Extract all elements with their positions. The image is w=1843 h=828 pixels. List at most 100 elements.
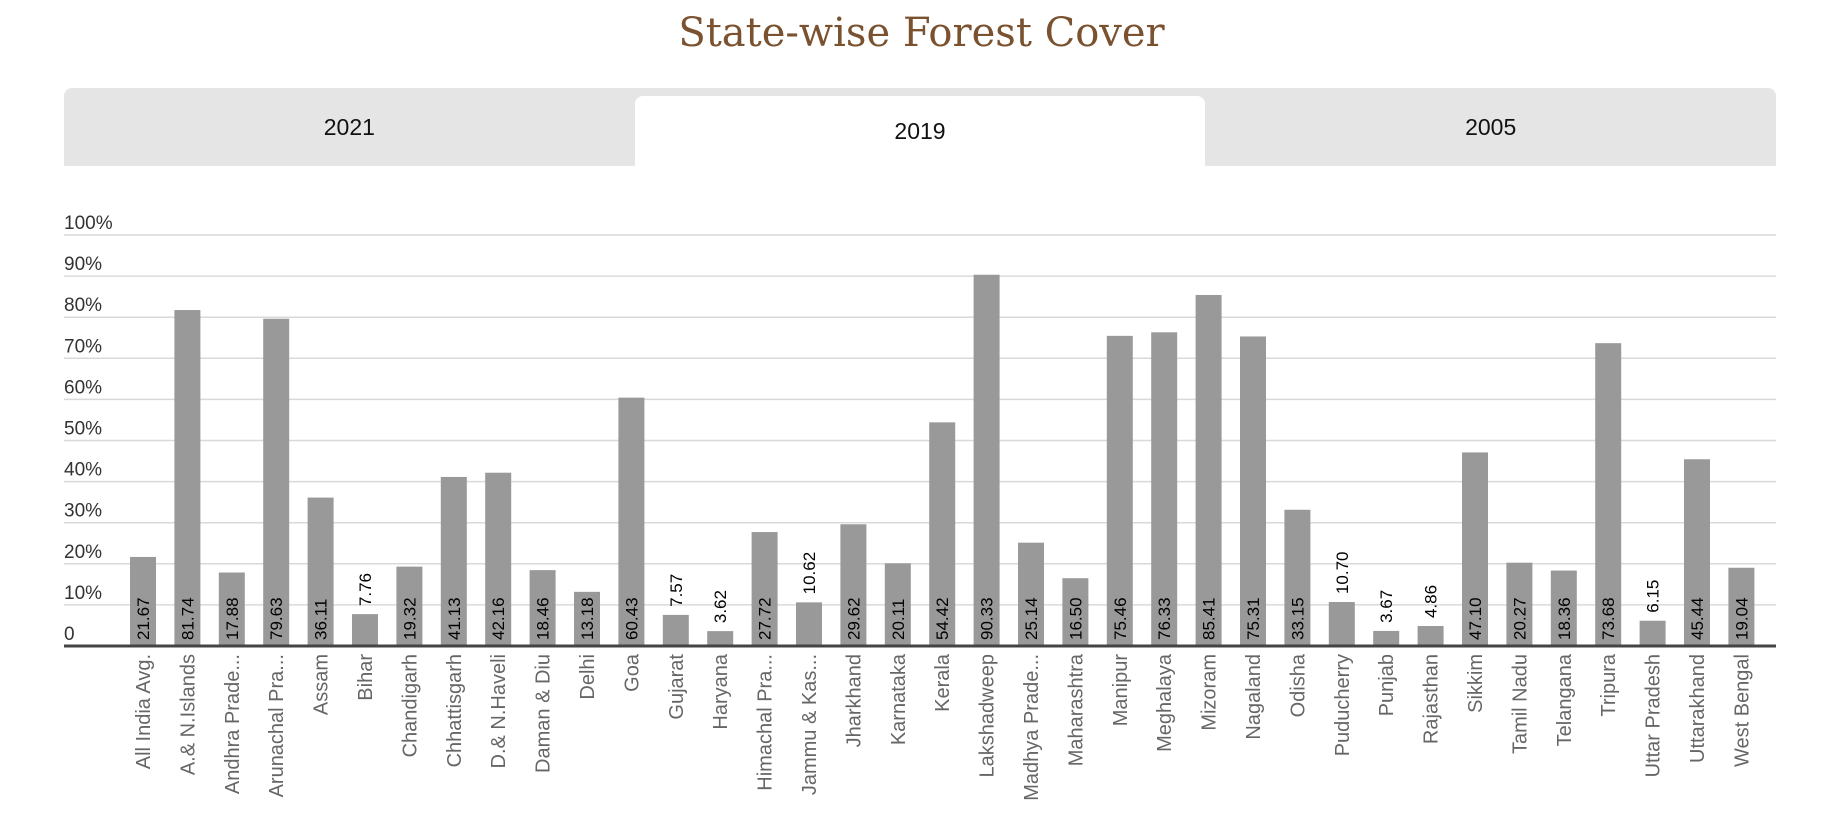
tab-2005[interactable]: 2005 [1465, 113, 1517, 140]
tab-2021[interactable]: 2021 [323, 113, 375, 140]
x-tick-label: Andhra Prade... [222, 654, 244, 794]
bar [263, 318, 290, 646]
y-tick-label: 90% [64, 254, 102, 275]
data-label: 10.70 [1333, 551, 1352, 594]
x-tick-label: Jharkhand [843, 654, 865, 747]
y-tick-label: 40% [64, 460, 102, 481]
x-tick-label: Maharashtra [1065, 653, 1087, 766]
bar [1373, 630, 1400, 646]
bar [1462, 452, 1488, 646]
bar [485, 472, 512, 646]
x-tick-label: Sikkim [1465, 654, 1487, 713]
data-label: 25.14 [1022, 597, 1041, 640]
data-label: 42.16 [489, 597, 508, 640]
data-label: 54.42 [933, 597, 952, 640]
bar [130, 556, 156, 646]
bar [574, 591, 600, 646]
bar [707, 631, 734, 646]
x-tick-label: Puducherry [1332, 654, 1354, 756]
data-label: 3.62 [711, 590, 730, 623]
data-label: 81.74 [178, 597, 197, 640]
x-tick-label: Goa [621, 653, 643, 692]
data-label: 76.33 [1155, 597, 1174, 640]
bar [1018, 542, 1044, 646]
bar [1595, 343, 1622, 646]
data-label: 47.10 [1466, 597, 1485, 640]
y-tick-label: 0 [64, 624, 75, 645]
data-label: 29.62 [844, 597, 863, 640]
x-tick-label: Tamil Nadu [1509, 654, 1531, 754]
data-label: 17.88 [223, 597, 242, 640]
bar [1240, 336, 1266, 646]
bar [1195, 294, 1222, 646]
data-label: 33.15 [1288, 597, 1307, 640]
bar [1506, 562, 1533, 646]
data-label: 45.44 [1688, 597, 1707, 640]
bar [529, 570, 556, 646]
bar [174, 310, 201, 646]
data-label: 6.15 [1644, 580, 1663, 613]
data-label: 7.57 [667, 574, 686, 607]
bar [1728, 567, 1755, 646]
year-tabs: 2021 2019 2005 [64, 88, 1776, 166]
data-label: 3.67 [1377, 590, 1396, 623]
x-tick-label: West Bengal [1731, 654, 1753, 767]
y-tick-label: 50% [64, 419, 102, 440]
data-label: 4.86 [1422, 585, 1441, 618]
y-tick-label: 20% [64, 542, 102, 563]
data-label: 36.11 [312, 599, 331, 640]
x-tick-label: Uttar Pradesh [1643, 654, 1665, 777]
x-tick-label: Haryana [710, 653, 732, 729]
data-label: 79.63 [267, 597, 286, 640]
data-label: 85.41 [1200, 597, 1219, 640]
bar [618, 397, 645, 646]
data-label: 16.50 [1066, 597, 1085, 640]
x-tick-label: Assam [311, 654, 333, 715]
bar [440, 476, 467, 646]
x-tick-label: Telangana [1554, 653, 1576, 746]
x-tick-label: Himachal Pra... [755, 654, 777, 791]
y-tick-label: 30% [64, 501, 102, 522]
bar [840, 524, 867, 646]
bar [1062, 578, 1089, 646]
bar [884, 563, 911, 646]
bar [1328, 602, 1355, 646]
data-label: 18.36 [1555, 597, 1574, 640]
y-tick-label: 10% [64, 583, 102, 604]
bar-chart: 0 10% 20% 30% 40% 50% 60% 70% 80% 90% 100% 21.67 All… [64, 213, 1776, 801]
x-tick-label: Karnataka [888, 653, 910, 745]
x-tick-label: Arunachal Pra... [266, 654, 288, 797]
x-tick-label: Tripura [1598, 653, 1620, 716]
x-tick-label: Bihar [355, 654, 377, 701]
data-label: 41.13 [445, 597, 464, 640]
bar [929, 422, 956, 646]
x-tick-label: Lakshadweep [977, 654, 999, 777]
data-label: 7.76 [356, 573, 375, 606]
bar [1639, 620, 1666, 646]
bar [307, 497, 334, 646]
x-tick-label: Mizoram [1199, 654, 1221, 731]
data-label: 73.68 [1599, 597, 1618, 640]
x-tick-label: Daman & Diu [533, 654, 555, 773]
data-label: 27.72 [756, 597, 775, 640]
y-tick-label: 60% [64, 377, 102, 398]
data-label: 19.04 [1732, 597, 1751, 640]
bar [352, 614, 378, 646]
bar [1417, 626, 1444, 646]
y-tick-label: 80% [64, 295, 102, 316]
x-tick-label: Chhattisgarh [444, 654, 466, 767]
data-label: 60.43 [622, 597, 641, 640]
tab-2019[interactable]: 2019 [634, 96, 1206, 166]
bar [796, 602, 822, 646]
data-label: 21.67 [134, 597, 153, 640]
x-tick-label: All India Avg. [133, 654, 155, 769]
x-tick-label: Delhi [577, 654, 599, 700]
bar [1684, 459, 1710, 646]
y-tick-label: 100% [64, 213, 113, 234]
data-label: 18.46 [534, 597, 553, 640]
x-tick-label: Rajasthan [1421, 654, 1443, 744]
y-tick-label: 70% [64, 336, 102, 357]
data-label: 13.18 [578, 597, 597, 640]
x-tick-label: D.& N.Haveli [488, 654, 510, 768]
x-tick-label: Manipur [1110, 654, 1132, 727]
